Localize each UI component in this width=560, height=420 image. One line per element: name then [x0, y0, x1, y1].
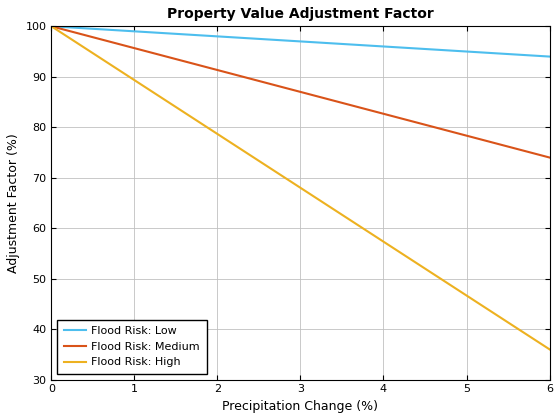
Flood Risk: Medium: (2.89, 87.5): Medium: (2.89, 87.5): [288, 87, 295, 92]
Flood Risk: Medium: (3.25, 85.9): Medium: (3.25, 85.9): [318, 95, 324, 100]
Flood Risk: High: (5.86, 37.5): High: (5.86, 37.5): [534, 339, 541, 344]
Y-axis label: Adjustment Factor (%): Adjustment Factor (%): [7, 133, 20, 273]
Flood Risk: Medium: (5.86, 74.6): Medium: (5.86, 74.6): [534, 152, 541, 157]
Line: Flood Risk: Low: Flood Risk: Low: [52, 26, 549, 57]
X-axis label: Precipitation Change (%): Precipitation Change (%): [222, 400, 379, 413]
Flood Risk: High: (0, 100): High: (0, 100): [48, 24, 55, 29]
Flood Risk: High: (2.89, 69.2): High: (2.89, 69.2): [288, 179, 295, 184]
Flood Risk: High: (4.92, 47.5): High: (4.92, 47.5): [456, 289, 463, 294]
Flood Risk: High: (3.25, 65.4): High: (3.25, 65.4): [318, 199, 324, 204]
Line: Flood Risk: High: Flood Risk: High: [52, 26, 549, 349]
Flood Risk: Medium: (2.85, 87.7): Medium: (2.85, 87.7): [284, 86, 291, 91]
Line: Flood Risk: Medium: Flood Risk: Medium: [52, 26, 549, 158]
Flood Risk: Medium: (0, 100): Medium: (0, 100): [48, 24, 55, 29]
Flood Risk: High: (6, 36): High: (6, 36): [546, 347, 553, 352]
Title: Property Value Adjustment Factor: Property Value Adjustment Factor: [167, 7, 434, 21]
Flood Risk: Low: (6, 94): Low: (6, 94): [546, 54, 553, 59]
Flood Risk: Medium: (4.92, 78.7): Medium: (4.92, 78.7): [456, 131, 463, 136]
Flood Risk: Low: (4.92, 95.1): Low: (4.92, 95.1): [456, 49, 463, 54]
Flood Risk: Low: (3.57, 96.4): Low: (3.57, 96.4): [344, 42, 351, 47]
Flood Risk: Low: (0, 100): Low: (0, 100): [48, 24, 55, 29]
Flood Risk: High: (3.57, 61.9): High: (3.57, 61.9): [344, 216, 351, 221]
Flood Risk: Low: (5.86, 94.1): Low: (5.86, 94.1): [534, 53, 541, 58]
Flood Risk: Medium: (6, 74): Medium: (6, 74): [546, 155, 553, 160]
Flood Risk: Medium: (3.57, 84.5): Medium: (3.57, 84.5): [344, 102, 351, 107]
Legend: Flood Risk: Low, Flood Risk: Medium, Flood Risk: High: Flood Risk: Low, Flood Risk: Medium, Flo…: [57, 320, 207, 374]
Flood Risk: Low: (3.25, 96.8): Low: (3.25, 96.8): [318, 40, 324, 45]
Flood Risk: Low: (2.85, 97.2): Low: (2.85, 97.2): [284, 38, 291, 43]
Flood Risk: High: (2.85, 69.6): High: (2.85, 69.6): [284, 177, 291, 182]
Flood Risk: Low: (2.89, 97.1): Low: (2.89, 97.1): [288, 38, 295, 43]
